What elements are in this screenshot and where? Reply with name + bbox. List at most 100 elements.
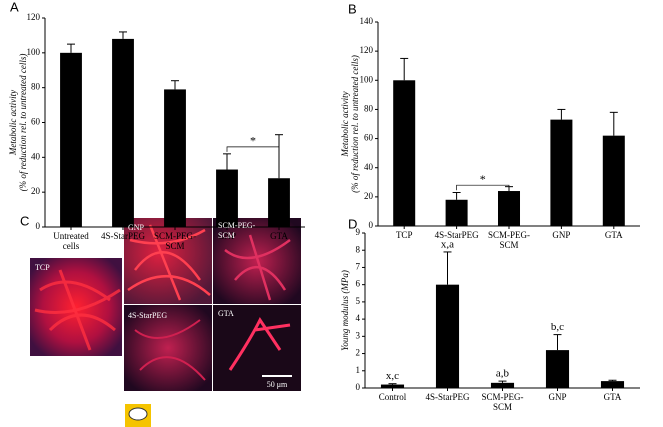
- tile-image: [124, 218, 212, 304]
- significance-label: b,c: [551, 321, 564, 333]
- y-tick-label: 2: [356, 348, 361, 358]
- panel-label: B: [348, 1, 357, 16]
- bar: [490, 382, 515, 388]
- bar: [602, 135, 625, 226]
- bar: [268, 178, 290, 227]
- tile-label: 4S-StarPEG: [128, 311, 167, 320]
- bar: [380, 384, 405, 388]
- y-tick-label: 0: [356, 382, 361, 392]
- y-tick-label: 20: [364, 191, 374, 201]
- y-tick-label: 7: [356, 262, 361, 272]
- significance-star: *: [250, 134, 256, 148]
- y-axis-label: Metabolic activity: [340, 91, 350, 157]
- y-tick-label: 3: [356, 330, 361, 340]
- tile-label: GTA: [218, 309, 234, 318]
- x-tick-label: GTA: [604, 230, 623, 240]
- bar: [164, 89, 186, 228]
- x-label-box: GTA: [270, 231, 288, 241]
- bar: [497, 191, 521, 226]
- x-label-box: GNP: [217, 231, 236, 241]
- significance-label: x,a: [441, 238, 454, 250]
- x-tick-label: GNP: [217, 231, 236, 241]
- scale-bar-label: 50 μm: [267, 380, 288, 389]
- x-tick-label: 4S-StarPEG: [100, 231, 145, 241]
- y-tick-label: 6: [356, 279, 361, 289]
- x-label-box: GTA: [604, 230, 623, 240]
- y-tick-label: 1: [356, 365, 361, 375]
- y-tick-label: 0: [36, 221, 41, 231]
- y-tick-label: 140: [360, 16, 374, 26]
- x-label-box: TCP: [395, 230, 413, 240]
- cell-fibers: [34, 269, 121, 351]
- panel-label: C: [20, 213, 29, 228]
- panel-label: D: [348, 216, 357, 231]
- y-tick-label: 0: [369, 220, 374, 230]
- significance-label: x,c: [386, 370, 399, 382]
- y-tick-label: 120: [360, 45, 374, 55]
- panel-label: A: [10, 0, 19, 14]
- y-tick-label: 60: [31, 117, 41, 127]
- x-label-box: 4S-StarPEG: [100, 231, 145, 241]
- x-label-box: SCM-PEG-SCM: [153, 231, 196, 251]
- x-tick-label: GNP: [552, 230, 571, 240]
- bar: [545, 350, 570, 388]
- y-axis-label: (% of reduction rel. to untreated cells): [350, 55, 360, 193]
- x-label-box: Control: [379, 392, 407, 402]
- bar: [550, 119, 573, 226]
- y-tick-label: 120: [27, 12, 41, 22]
- tile-label: TCP: [35, 263, 50, 272]
- y-tick-label: 20: [31, 186, 41, 196]
- y-tick-label: 40: [364, 162, 374, 172]
- x-tick-label: GTA: [270, 231, 288, 241]
- x-tick-label: Untreated cells: [53, 231, 89, 251]
- significance-bracket: [456, 184, 510, 191]
- y-tick-label: 5: [356, 296, 361, 306]
- y-tick-label: 80: [31, 82, 41, 92]
- cell-fibers: [224, 234, 291, 301]
- x-tick-label: GTA: [603, 392, 622, 402]
- y-tick-label: 100: [360, 74, 374, 84]
- tile-image: [213, 305, 301, 391]
- icon-bubble: [128, 407, 148, 421]
- x-tick-label: TCP: [395, 230, 413, 240]
- y-tick-label: 60: [364, 133, 374, 143]
- x-tick-label: SCM-PEG-SCM: [487, 230, 530, 250]
- bar: [435, 284, 460, 388]
- x-label-box: SCM-PEG-SCM: [481, 392, 523, 412]
- tile-image: [30, 258, 122, 356]
- significance-bracket: [226, 146, 280, 152]
- tile-label: GNP: [128, 223, 145, 232]
- cell-fibers: [127, 224, 211, 301]
- bar: [393, 80, 416, 227]
- y-tick-label: 8: [356, 244, 361, 254]
- cell-fibers: [134, 319, 206, 381]
- bar: [216, 169, 238, 227]
- x-label-box: SCM-PEG-SCM: [487, 230, 530, 250]
- bar: [60, 52, 82, 228]
- bar: [112, 38, 134, 228]
- bar: [600, 381, 625, 388]
- y-tick-label: 100: [27, 47, 41, 57]
- y-axis-label: Metabolic activity: [8, 90, 18, 156]
- tile-label-line: SCM: [218, 231, 235, 240]
- cell-fibers: [228, 317, 291, 371]
- x-label-box: 4S-StarPEG: [434, 230, 479, 240]
- x-label-box: GTA: [603, 392, 622, 402]
- x-tick-label: 4S-StarPEG: [434, 230, 479, 240]
- x-tick-label: 4S-StarPEG: [425, 392, 470, 402]
- x-label-box: GNP: [552, 230, 571, 240]
- tile-image: [124, 305, 212, 391]
- x-label-box: GNP: [548, 392, 567, 402]
- x-tick-label: GNP: [548, 392, 567, 402]
- y-tick-label: 4: [356, 313, 361, 323]
- x-tick-label: SCM-PEG-SCM: [153, 231, 196, 251]
- tile-label: SCM-PEG-SCM: [218, 221, 256, 240]
- micrographs: [30, 218, 301, 391]
- y-axis-label: Young modulus (MPa): [340, 270, 350, 351]
- y-tick-label: 80: [364, 103, 374, 113]
- y-tick-label: 9: [356, 227, 361, 237]
- tile-label-line: SCM-PEG-: [218, 221, 256, 230]
- y-axis-label: (% of reduction rel. to untreated cells): [18, 54, 28, 192]
- bar: [445, 199, 468, 226]
